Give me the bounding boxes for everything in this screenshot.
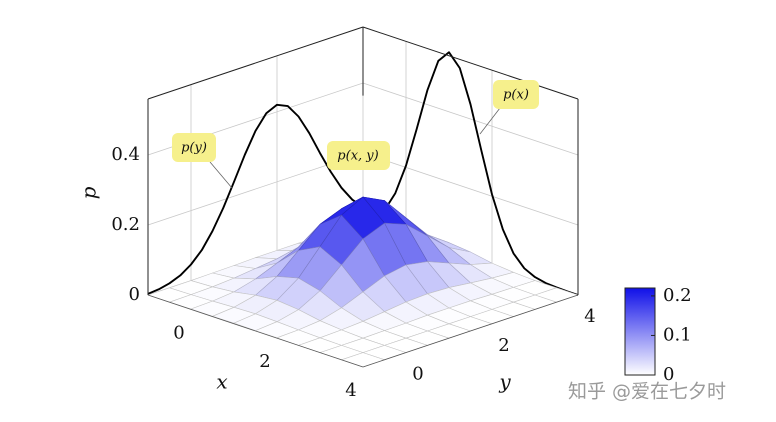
box-edge	[362, 294, 579, 368]
colorbar-tick-label: 0.1	[663, 324, 692, 345]
annotation-leader	[209, 161, 233, 189]
colorbar: 0 0.1 0.2	[624, 285, 692, 385]
z-axis-label: p	[77, 186, 101, 199]
watermark: 知乎 @爱在七夕时	[568, 381, 726, 403]
x-axis-label: x	[216, 370, 227, 394]
x-tick-label: 2	[259, 351, 270, 372]
y-tick-label: 0	[412, 364, 423, 385]
annotation: p(y)	[181, 141, 207, 156]
annotation: p(x)	[503, 88, 529, 103]
z-tick-label: 0.4	[111, 144, 140, 165]
box-edge	[362, 26, 579, 100]
labels: x y p p(y) p(x, y) p(x) 知乎 @爱在七夕时 0 0.2 0.…	[77, 80, 726, 403]
box-edge	[147, 26, 364, 100]
x-tick-label: 0	[173, 322, 184, 343]
frame	[147, 26, 579, 368]
box-edge	[147, 294, 364, 368]
y-axis-label: y	[498, 370, 511, 394]
colorbar-scale	[624, 287, 656, 376]
y-tick-label: 2	[498, 335, 509, 356]
annotation-box	[172, 133, 216, 162]
colorbar-tick-label: 0.2	[663, 285, 692, 306]
z-tick-label: 0	[129, 284, 140, 305]
annotation-leader	[479, 107, 501, 135]
marginal-x-curve	[362, 51, 579, 296]
marginal-y-curve	[147, 103, 364, 295]
annotation-box	[327, 141, 390, 170]
z-tick-label: 0.2	[111, 214, 140, 235]
annotation-box	[493, 80, 539, 109]
curves	[147, 51, 579, 296]
annotation: p(x, y)	[337, 149, 378, 164]
wall-left	[148, 27, 363, 295]
colorbar-tick-label: 0	[663, 364, 674, 385]
y-tick-label: 4	[584, 306, 595, 327]
x-tick-label: 4	[345, 380, 356, 401]
